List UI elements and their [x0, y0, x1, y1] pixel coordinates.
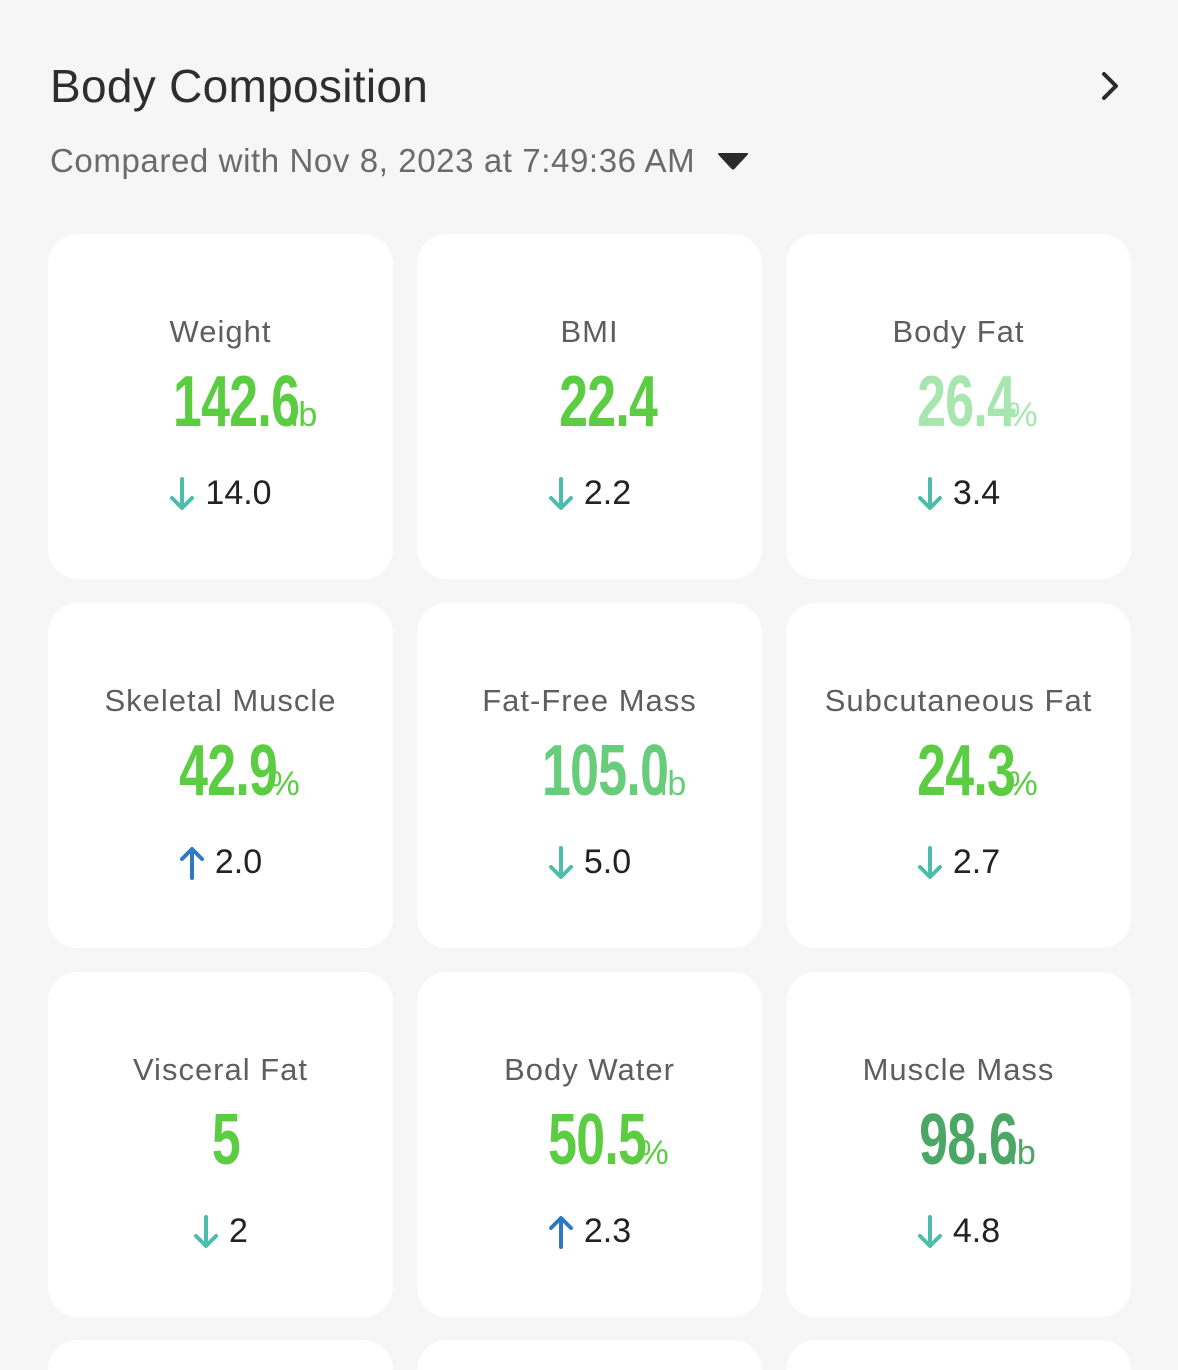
page-title: Body Composition [50, 60, 429, 112]
metric-unit: % [638, 1134, 669, 1172]
metric-card-fat-free-mass[interactable]: Fat-Free Mass 105.0 lb 5.0 [417, 603, 762, 948]
section-header: Body Composition [50, 58, 1128, 114]
metric-change-value: 2.2 [583, 474, 632, 512]
metric-number: 42.9 [179, 731, 278, 811]
compare-date-label: Compared with Nov 8, 2023 at 7:49:36 AM [50, 142, 696, 179]
metric-label: Subcutaneous Fat [824, 683, 1093, 718]
metric-card-partial [417, 1340, 762, 1370]
caret-down-icon [718, 153, 749, 170]
metric-card-weight[interactable]: Weight 142.6 lb 14.0 [48, 234, 393, 579]
metric-change: 4.8 [786, 1212, 1131, 1251]
metric-grid: Weight 142.6 lb 14.0 BMI 22.4 2.2 Body Fat 26.4%… [48, 234, 1131, 1317]
metric-label: Body Water [504, 1052, 675, 1087]
arrow-down-icon [548, 476, 573, 510]
metric-change: 3.4 [786, 474, 1131, 513]
metric-card-body-water[interactable]: Body Water 50.5% 2.3 [417, 972, 762, 1317]
arrow-down-icon [917, 1214, 942, 1248]
metric-change-value: 2.3 [583, 1212, 632, 1250]
metric-label: Skeletal Muscle [104, 683, 337, 718]
metric-change: 14.0 [48, 474, 393, 513]
metric-label: Body Fat [892, 314, 1025, 349]
metric-value: 50.5% [417, 1100, 762, 1180]
metric-number: 22.4 [559, 362, 659, 442]
metric-change-value: 2 [229, 1212, 248, 1250]
metric-unit: % [269, 765, 300, 803]
metric-card-skeletal-muscle[interactable]: Skeletal Muscle 42.9% 2.0 [48, 603, 393, 948]
metric-unit: lb [659, 765, 687, 803]
metric-change-value: 2.7 [952, 843, 1001, 881]
metric-label: Visceral Fat [132, 1052, 309, 1087]
metric-unit: lb [290, 396, 318, 434]
compare-date-selector[interactable]: Compared with Nov 8, 2023 at 7:49:36 AM [50, 142, 749, 180]
metric-value: 142.6 lb [48, 362, 393, 442]
metric-number: 26.4 [917, 362, 1016, 442]
metric-unit: % [1007, 765, 1038, 803]
metric-label: Muscle Mass [862, 1052, 1055, 1087]
metric-change: 2.7 [786, 843, 1131, 882]
metric-card-visceral-fat[interactable]: Visceral Fat 5 2 [48, 972, 393, 1317]
metric-value: 105.0 lb [417, 731, 762, 811]
metric-label: BMI [560, 314, 619, 349]
metric-label: Weight [169, 314, 272, 349]
metric-change-value: 5.0 [583, 843, 632, 881]
metric-number: 98.6 [919, 1100, 1018, 1180]
metric-value: 22.4 [417, 362, 762, 442]
metric-number: 5 [211, 1100, 241, 1180]
metric-change-value: 3.4 [952, 474, 1001, 512]
chevron-right-icon[interactable] [1096, 68, 1126, 104]
metric-value: 24.3% [786, 731, 1131, 811]
metric-change: 2 [48, 1212, 393, 1251]
metric-unit: lb [1009, 1134, 1036, 1172]
metric-change: 2.0 [48, 843, 393, 882]
metric-card-muscle-mass[interactable]: Muscle Mass 98.6 lb 4.8 [786, 972, 1131, 1317]
arrow-up-icon [179, 846, 204, 880]
metric-number: 24.3 [917, 731, 1016, 811]
metric-number: 50.5 [548, 1100, 647, 1180]
metric-change: 5.0 [417, 843, 762, 882]
metric-card-partial [786, 1340, 1131, 1370]
arrow-down-icon [917, 476, 942, 510]
metric-card-bmi[interactable]: BMI 22.4 2.2 [417, 234, 762, 579]
metric-change: 2.2 [417, 474, 762, 513]
arrow-down-icon [917, 845, 942, 879]
next-row-partial [48, 1340, 1131, 1370]
metric-change-value: 2.0 [214, 843, 263, 881]
metric-card-body-fat[interactable]: Body Fat 26.4% 3.4 [786, 234, 1131, 579]
arrow-down-icon [170, 476, 195, 510]
metric-number: 105.0 [541, 731, 669, 811]
arrow-up-icon [548, 1215, 573, 1249]
metric-value: 26.4% [786, 362, 1131, 442]
metric-value: 5 [48, 1100, 393, 1180]
metric-number: 142.6 [172, 362, 300, 442]
metric-unit: % [1007, 396, 1038, 434]
metric-change-value: 4.8 [952, 1212, 1001, 1250]
arrow-down-icon [194, 1214, 219, 1248]
metric-value: 98.6 lb [786, 1100, 1131, 1180]
metric-change: 2.3 [417, 1212, 762, 1251]
metric-change-value: 14.0 [205, 474, 272, 512]
metric-value: 42.9% [48, 731, 393, 811]
metric-card-partial [48, 1340, 393, 1370]
metric-card-subcutaneous-fat[interactable]: Subcutaneous Fat 24.3% 2.7 [786, 603, 1131, 948]
arrow-down-icon [548, 845, 573, 879]
metric-label: Fat-Free Mass [482, 683, 697, 718]
